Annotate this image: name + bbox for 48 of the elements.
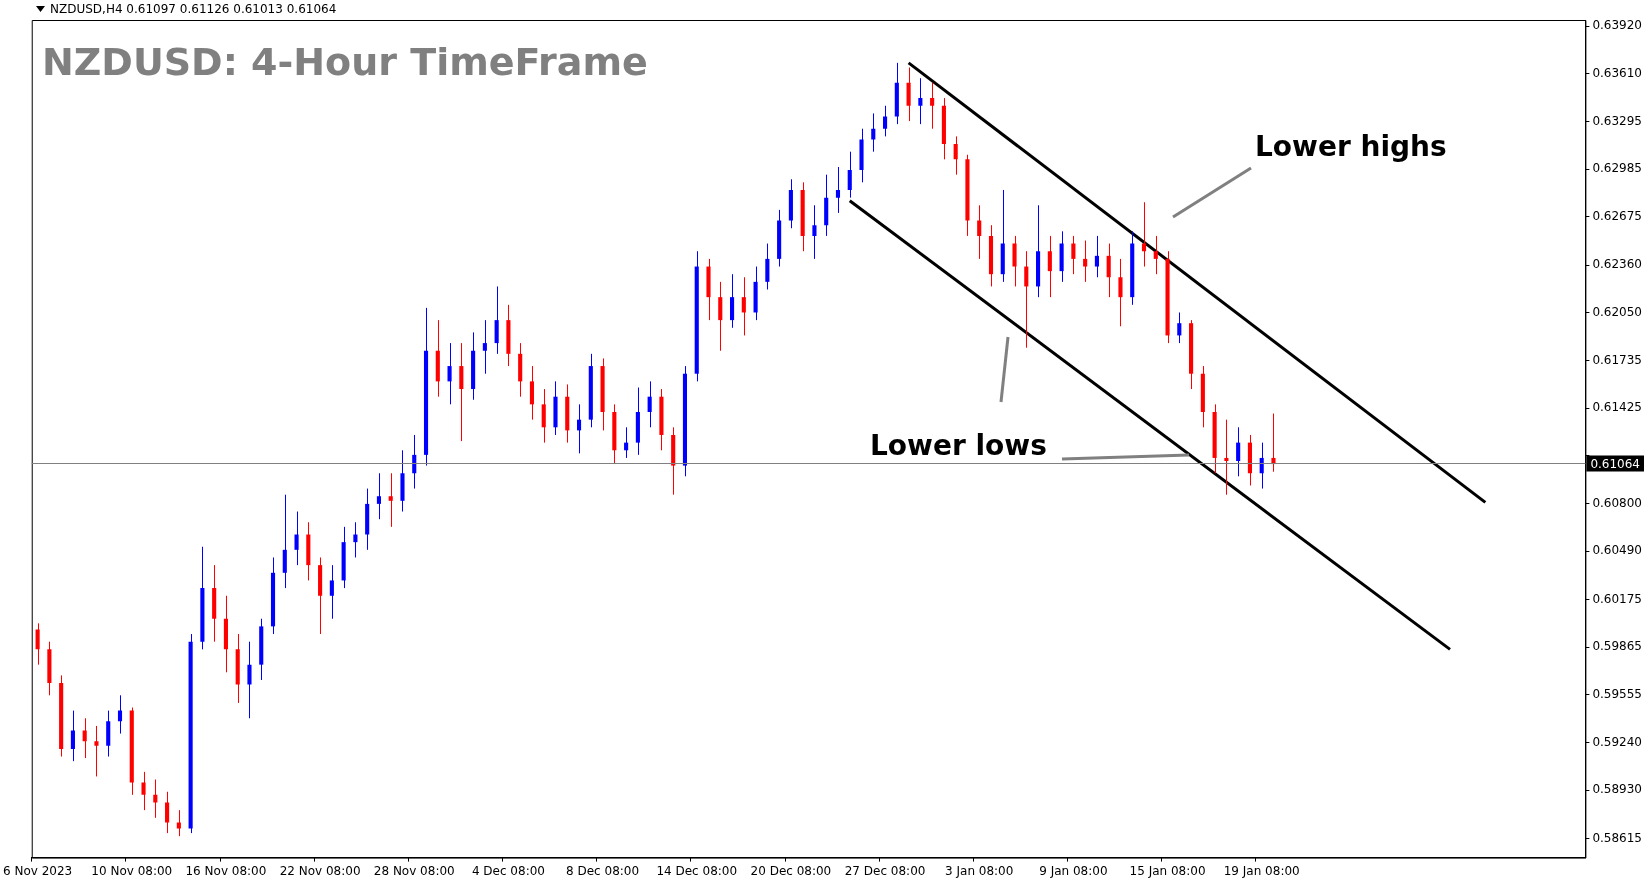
annotation: Lower lows — [870, 428, 1047, 462]
y-tick-label: 0.60800 — [1592, 496, 1642, 510]
x-tick-label: 9 Jan 08:00 — [1039, 863, 1108, 878]
y-tick-label: 0.61735 — [1592, 352, 1642, 367]
candlestick — [400, 449, 405, 513]
x-tick-label: 14 Dec 08:00 — [656, 863, 738, 878]
y-tick-label: 0.58615 — [1592, 830, 1642, 845]
x-tick-label: 16 Nov 08:00 — [185, 863, 267, 878]
y-tick-label: 0.62675 — [1592, 208, 1642, 223]
x-tick-label: 10 Nov 08:00 — [91, 863, 173, 878]
candlestick — [965, 154, 970, 237]
annotation: Lower highs — [1255, 130, 1447, 163]
candlestick — [247, 641, 252, 719]
text: NZDUSD: 4-Hour TimeFrame — [42, 40, 648, 84]
candlestick — [706, 258, 711, 321]
x-tick-label: 28 Nov 08:00 — [373, 863, 455, 878]
y-tick-label: 0.63610 — [1592, 65, 1642, 80]
y-tick-label: 0.63920 — [1592, 18, 1642, 33]
y-tick-label: 0.58930 — [1592, 782, 1642, 797]
x-tick-label: 22 Nov 08:00 — [279, 863, 361, 878]
x-tick-label: 6 Nov 2023 — [2, 863, 73, 878]
ref-line-label: 0.61064 — [1590, 456, 1640, 471]
y-tick-label: 0.59240 — [1592, 734, 1642, 749]
candlestick — [1118, 258, 1123, 327]
y-tick-label: 0.62985 — [1592, 161, 1642, 176]
y-tick-label: 0.61425 — [1592, 400, 1642, 415]
x-tick-label: 15 Jan 08:00 — [1129, 863, 1206, 878]
y-tick-label: 0.63295 — [1592, 113, 1642, 128]
y-tick-label: 0.60490 — [1592, 543, 1642, 558]
candlestick — [141, 771, 146, 811]
x-tick-label: 20 Dec 08:00 — [750, 863, 832, 878]
candlestick — [1012, 235, 1017, 287]
candlestick — [859, 128, 864, 183]
candlestick — [94, 725, 99, 777]
y-tick-label: 0.59865 — [1592, 639, 1642, 654]
y-tick-label: 0.60175 — [1592, 591, 1642, 606]
x-tick-label: 27 Dec 08:00 — [844, 863, 926, 878]
y-tick-label: 0.59555 — [1592, 686, 1642, 701]
x-tick-label: 19 Jan 08:00 — [1223, 863, 1300, 878]
x-tick-label: 3 Jan 08:00 — [945, 863, 1014, 878]
y-tick-label: 0.62360 — [1592, 257, 1642, 272]
text: NZDUSD,H4 0.61097 0.61126 0.61013 0.61064 — [50, 2, 337, 16]
x-tick-label: 4 Dec 08:00 — [471, 863, 545, 878]
y-tick-label: 0.62050 — [1592, 304, 1642, 319]
candlestick — [1165, 250, 1170, 344]
candlestick — [553, 380, 558, 436]
candlestick — [294, 511, 299, 566]
x-tick-label: 8 Dec 08:00 — [566, 863, 640, 878]
